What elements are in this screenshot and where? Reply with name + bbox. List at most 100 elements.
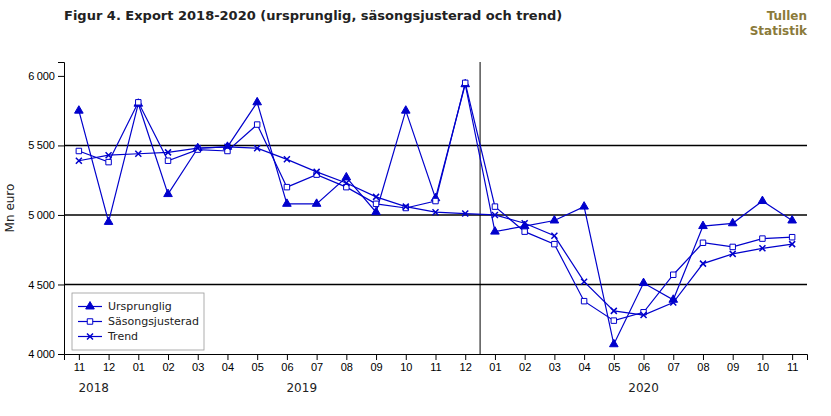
- tick-label: 11: [430, 361, 441, 373]
- tick-label: 12: [103, 361, 115, 373]
- x-tick: 05: [252, 354, 264, 373]
- tick-label: 5 500: [28, 139, 55, 151]
- tick-label: 09: [370, 361, 382, 373]
- line: [79, 83, 792, 321]
- y-axis-title: Mn euro: [3, 184, 17, 233]
- x-tick: 09: [370, 354, 382, 373]
- marker: [760, 236, 765, 241]
- marker: [671, 272, 676, 277]
- marker: [522, 229, 527, 234]
- marker: [403, 204, 409, 210]
- marker: [106, 152, 112, 158]
- legend-item: Säsongsjusterad: [78, 315, 199, 328]
- tick-mark: [58, 145, 64, 146]
- marker: [462, 211, 468, 217]
- marker: [75, 106, 84, 113]
- marker: [551, 233, 557, 239]
- tick-label: 12: [460, 361, 472, 373]
- tick-mark: [138, 354, 139, 360]
- tick-label: 05: [252, 361, 264, 373]
- tick-mark: [109, 354, 110, 360]
- marker: [699, 221, 708, 228]
- tick-mark: [79, 354, 80, 360]
- x-tick: 06: [281, 354, 293, 373]
- tick-mark: [287, 354, 288, 360]
- reference-line: [64, 145, 807, 147]
- tick-label: 04: [578, 361, 590, 373]
- y-axis: 4 0004 5005 0005 5006 000: [28, 63, 64, 361]
- tick-mark: [406, 354, 407, 360]
- legend-marker: [86, 302, 95, 309]
- tick-mark: [584, 354, 585, 360]
- tick-mark: [495, 354, 496, 360]
- y-tick: 4 500: [28, 278, 64, 290]
- marker: [254, 145, 260, 151]
- x-tick: 03: [549, 354, 561, 373]
- tick-mark: [436, 354, 437, 360]
- reference-line: [64, 284, 807, 286]
- tick-label: 01: [133, 361, 145, 373]
- marker: [670, 300, 676, 306]
- x-tick: 11: [430, 354, 441, 373]
- x-tick: 01: [133, 354, 145, 373]
- marker: [343, 180, 349, 186]
- x-tick: 11: [74, 354, 85, 373]
- marker: [253, 97, 262, 104]
- tick-label: 11: [74, 361, 85, 373]
- line: [79, 147, 792, 315]
- tick-label: 09: [727, 361, 739, 373]
- marker: [165, 158, 170, 163]
- marker: [728, 218, 737, 225]
- tick-mark: [525, 354, 526, 360]
- marker: [788, 216, 797, 223]
- marker: [492, 204, 497, 209]
- y-tick: 5 500: [28, 139, 64, 151]
- legend-item: Trend: [78, 330, 138, 343]
- marker: [611, 318, 616, 323]
- tick-label: 08: [697, 361, 709, 373]
- marker: [401, 106, 410, 113]
- marker: [135, 151, 141, 157]
- x-tick: 07: [668, 354, 680, 373]
- x-tick: 08: [697, 354, 709, 373]
- tick-mark: [644, 354, 645, 360]
- annotation: Tullen: [767, 9, 807, 23]
- marker: [581, 279, 587, 285]
- tick-label: 06: [281, 361, 293, 373]
- year-label: 2020: [628, 381, 659, 395]
- annotation: Statistik: [750, 24, 808, 38]
- marker: [462, 80, 467, 85]
- legend: Ursprunglig Säsongsjusterad Trend: [72, 293, 204, 350]
- marker: [104, 217, 113, 224]
- tick-label: 06: [638, 361, 650, 373]
- tick-label: 4 000: [28, 348, 55, 360]
- tick-mark: [227, 354, 228, 360]
- marker: [611, 308, 617, 314]
- x-tick: 12: [460, 354, 472, 373]
- marker: [284, 156, 290, 162]
- marker: [195, 145, 201, 151]
- tick-label: 07: [311, 361, 323, 373]
- marker: [580, 202, 589, 209]
- marker: [700, 240, 705, 245]
- tick-mark: [346, 354, 347, 360]
- tick-mark: [58, 354, 64, 355]
- tick-label: 08: [341, 361, 353, 373]
- x-tick: 06: [638, 354, 650, 373]
- tick-mark: [168, 354, 169, 360]
- tick-mark: [703, 354, 704, 360]
- legend-item: Ursprunglig: [78, 300, 172, 313]
- tick-label: 03: [549, 361, 561, 373]
- marker: [76, 148, 81, 153]
- tick-mark: [554, 354, 555, 360]
- legend-label: Säsongsjusterad: [108, 315, 199, 328]
- marker: [730, 251, 736, 257]
- tick-mark: [376, 354, 377, 360]
- reference-line: [64, 214, 807, 216]
- tick-label: 04: [222, 361, 234, 373]
- x-tick: 04: [578, 354, 590, 373]
- tick-mark: [257, 354, 258, 360]
- tick-label: 07: [668, 361, 680, 373]
- x-tick: 02: [162, 354, 174, 373]
- x-tick: 02: [519, 354, 531, 373]
